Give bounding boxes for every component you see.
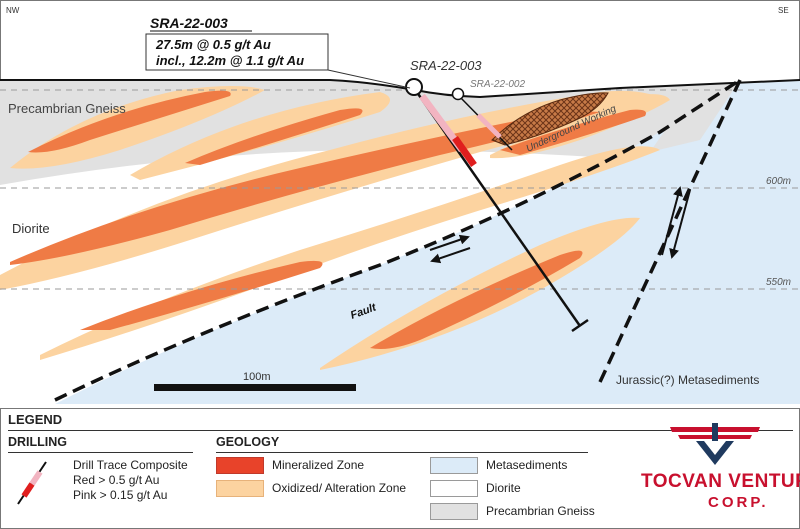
- metasediments-label: Jurassic(?) Metasediments: [616, 373, 759, 387]
- mineralized-label: Mineralized Zone: [272, 458, 365, 472]
- fault-arrows: [429, 186, 691, 264]
- gneiss-east-block: [650, 80, 740, 152]
- legend: LEGEND DRILLING Drill Trace Composite Re…: [0, 408, 800, 529]
- alteration-swatch: [216, 480, 264, 497]
- scale-bar: [154, 384, 356, 391]
- geology-rule: [216, 452, 588, 453]
- logo-line-2: CORP.: [708, 494, 769, 511]
- diorite-swatch: [430, 480, 478, 497]
- alteration-label: Oxidized/ Alteration Zone: [272, 481, 407, 495]
- callout-box: [145, 33, 329, 71]
- scale-label: 100m: [243, 371, 271, 383]
- drilling-rule: [8, 452, 193, 453]
- diorite-label: Diorite: [12, 221, 50, 236]
- drilling-heading: DRILLING: [8, 435, 68, 449]
- hole-label-secondary: SRA-22-002: [470, 79, 525, 90]
- se-label: SE: [778, 6, 789, 15]
- callout-leader: [327, 69, 411, 89]
- main-fault: [54, 78, 741, 402]
- underground-working: [491, 92, 609, 146]
- drillhole-sra-22-002: [451, 87, 513, 151]
- drillhole-sra-22-003: [405, 78, 589, 333]
- elevation-label-600: 600m: [766, 176, 791, 187]
- drill-line-2: Red > 0.5 g/t Au: [73, 473, 160, 487]
- east-fault: [598, 79, 742, 383]
- metasediments-swatch: [430, 457, 478, 474]
- legend-title: LEGEND: [8, 412, 63, 427]
- gneiss-label: Precambrian Gneiss: [8, 101, 126, 116]
- drill-line-1: Drill Trace Composite: [73, 458, 188, 472]
- drill-line-3: Pink > 0.15 g/t Au: [73, 488, 168, 502]
- drill-trace-icon: [17, 461, 47, 505]
- nw-label: NW: [6, 6, 20, 15]
- tocvan-logo-mark: [670, 423, 760, 465]
- elevation-label-550: 550m: [766, 277, 791, 288]
- callout-hole-id: SRA-22-003: [150, 15, 228, 31]
- gneiss-swatch: [430, 503, 478, 520]
- diorite-legend-label: Diorite: [486, 481, 521, 495]
- metasediments-legend-label: Metasediments: [486, 458, 568, 472]
- geology-heading: GEOLOGY: [216, 435, 280, 449]
- gneiss-legend-label: Precambrian Gneiss: [486, 504, 595, 518]
- legend-title-rule: [8, 430, 793, 431]
- cross-section-diagram: SRA-22-003 27.5m @ 0.5 g/t Au incl., 12.…: [0, 0, 800, 404]
- callout-line-1: 27.5m @ 0.5 g/t Au: [155, 37, 271, 52]
- mineralized-swatch: [216, 457, 264, 474]
- elevation-gridlines: [0, 89, 800, 290]
- mineralized-zones: [10, 90, 646, 349]
- callout-line-2: incl., 12.2m @ 1.1 g/t Au: [156, 53, 304, 68]
- logo-line-1: TOCVAN VENTURES: [641, 471, 800, 492]
- hole-label-main: SRA-22-003: [410, 58, 482, 73]
